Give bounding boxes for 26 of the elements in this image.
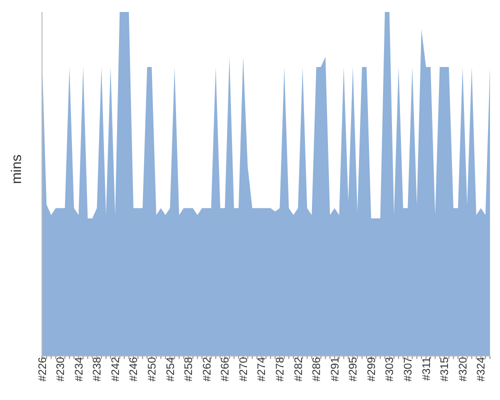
x-tick-label: #303: [384, 357, 396, 382]
x-tick-label: #250: [146, 357, 159, 382]
x-tick-label: #282: [292, 357, 305, 382]
x-tick-label: #311: [420, 357, 433, 381]
x-tick-label: #274: [256, 357, 268, 382]
x-tick-label: #266: [220, 357, 232, 382]
x-tick-label: #299: [366, 357, 378, 382]
x-tick-label: #291: [329, 357, 342, 382]
x-tick-label: #258: [183, 357, 196, 382]
x-tick-label: #315: [439, 357, 452, 382]
x-tick-label: #286: [311, 357, 324, 382]
x-tick-label: #307: [402, 357, 415, 382]
x-tick-label: #270: [238, 357, 250, 382]
x-tick-label: #246: [128, 357, 140, 382]
x-tick-label: #238: [92, 357, 104, 382]
x-tick-label: #278: [274, 357, 287, 382]
y-axis-title: mins: [8, 154, 24, 184]
x-tick-label: #254: [164, 357, 177, 382]
x-tick-label: #242: [110, 357, 122, 382]
x-tick-label: #320: [457, 357, 470, 382]
x-tick-label: #295: [348, 357, 360, 382]
x-tick-label: #226: [36, 357, 49, 382]
x-tick-label: #262: [201, 357, 214, 382]
x-tick-label: #234: [73, 357, 86, 382]
x-tick-label: #324: [476, 357, 488, 382]
x-tick-label: #230: [55, 357, 68, 382]
